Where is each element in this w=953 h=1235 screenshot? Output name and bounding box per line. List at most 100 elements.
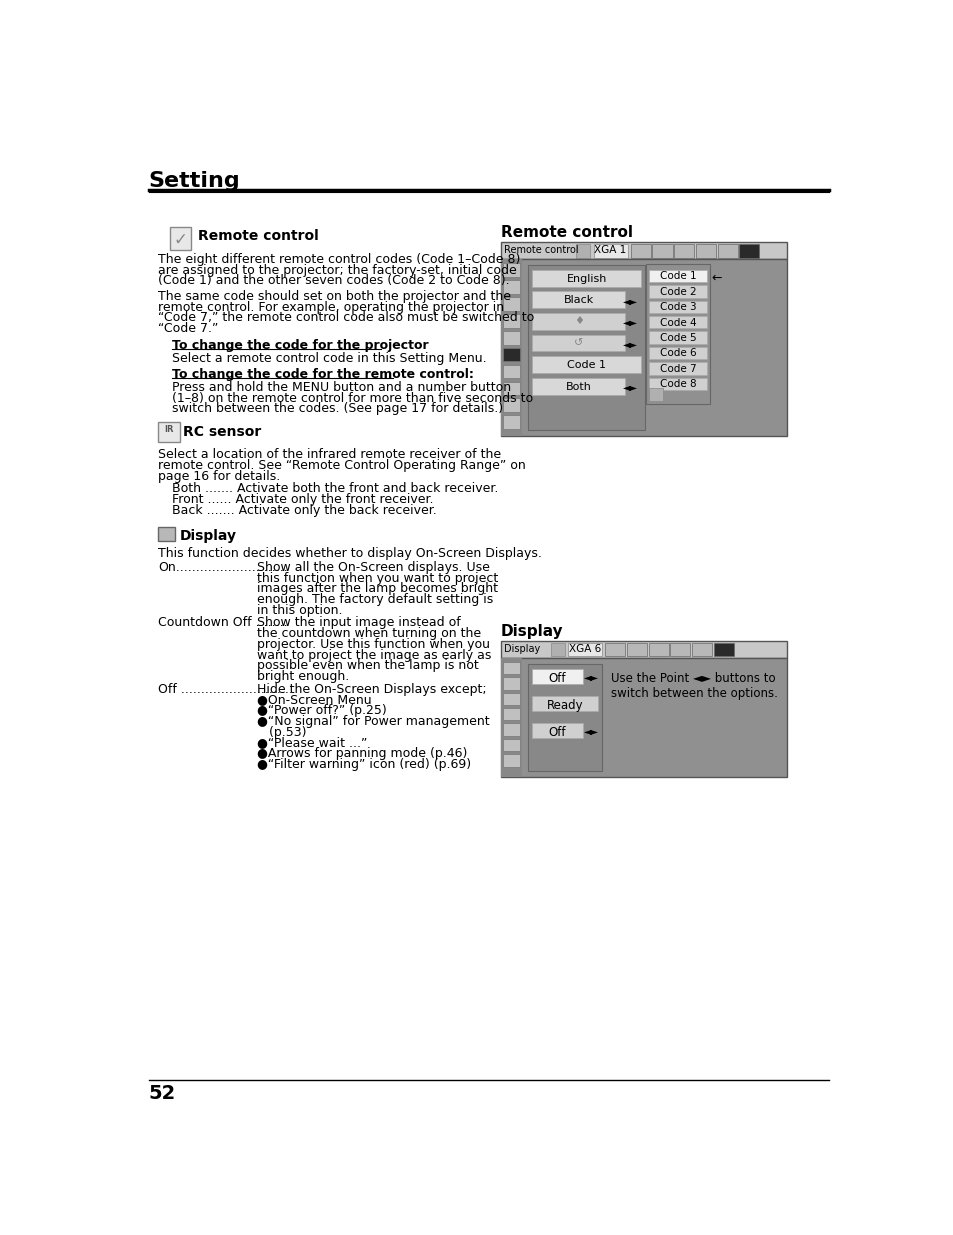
Bar	[532, 695, 598, 711]
Text: remote control. See “Remote Control Operating Range” on: remote control. See “Remote Control Oper…	[158, 459, 525, 472]
Text: Code 3: Code 3	[659, 303, 696, 312]
Text: ◄►: ◄►	[583, 673, 598, 683]
Bar	[158, 422, 179, 442]
Bar	[674, 243, 694, 258]
Text: in this option.: in this option.	[257, 604, 342, 618]
Text: Ready: Ready	[546, 699, 582, 711]
Text: Remote control: Remote control	[198, 228, 318, 243]
Text: Code 1: Code 1	[566, 359, 605, 370]
Bar	[502, 662, 519, 674]
Bar	[567, 642, 601, 656]
Text: ←: ←	[711, 272, 721, 284]
Bar	[528, 266, 644, 430]
Text: Select a location of the infrared remote receiver of the: Select a location of the infrared remote…	[158, 448, 500, 462]
Bar	[532, 668, 582, 684]
Text: projector. Use this function when you: projector. Use this function when you	[257, 638, 490, 651]
Text: Code 1: Code 1	[659, 272, 696, 282]
Text: are assigned to the projector; the factory-set, initial code: are assigned to the projector; the facto…	[158, 264, 517, 277]
Text: Show the input image instead of: Show the input image instead of	[257, 616, 460, 630]
Bar	[500, 242, 786, 259]
Text: ◄►: ◄►	[622, 317, 638, 327]
Text: Display: Display	[500, 624, 562, 638]
Bar	[502, 415, 519, 430]
Text: ●On-Screen Menu: ●On-Screen Menu	[257, 693, 372, 706]
Bar	[695, 243, 716, 258]
Bar	[500, 641, 786, 658]
Bar	[739, 243, 759, 258]
Text: Select a remote control code in this Setting Menu.: Select a remote control code in this Set…	[172, 352, 486, 366]
Text: possible even when the lamp is not: possible even when the lamp is not	[257, 659, 478, 673]
Bar	[502, 399, 519, 412]
Text: “Code 7,” the remote control code also must be switched to: “Code 7,” the remote control code also m…	[158, 311, 534, 325]
Bar	[550, 642, 564, 656]
Bar	[649, 285, 706, 298]
Bar	[500, 658, 786, 777]
Bar	[502, 739, 519, 751]
Text: Hide the On-Screen Displays except;: Hide the On-Screen Displays except;	[257, 683, 486, 695]
Text: Countdown Off ........: Countdown Off ........	[158, 616, 287, 630]
Text: Use the Point ◄► buttons to
switch between the options.: Use the Point ◄► buttons to switch betwe…	[611, 672, 778, 700]
Bar	[502, 331, 519, 345]
Text: “Code 7.”: “Code 7.”	[158, 322, 218, 335]
Text: ♦: ♦	[573, 316, 583, 326]
Bar	[500, 259, 521, 436]
Bar	[532, 356, 640, 373]
Bar	[502, 755, 519, 767]
Bar	[648, 642, 668, 656]
Text: ◄►: ◄►	[622, 296, 638, 306]
Bar	[652, 243, 672, 258]
Bar	[649, 347, 706, 359]
Text: XGA 1: XGA 1	[594, 246, 626, 256]
Bar	[649, 378, 706, 390]
Text: (Code 1) and the other seven codes (Code 2 to Code 8).: (Code 1) and the other seven codes (Code…	[158, 274, 509, 288]
Bar	[502, 263, 519, 277]
Bar	[532, 270, 640, 287]
Text: ●“Power off?” (p.25): ●“Power off?” (p.25)	[257, 704, 387, 718]
Bar	[502, 724, 519, 736]
Bar	[649, 300, 706, 312]
Text: remote control. For example, operating the projector in: remote control. For example, operating t…	[158, 300, 503, 314]
Text: To change the code for the projector: To change the code for the projector	[172, 340, 428, 352]
Text: IR: IR	[164, 425, 173, 433]
Bar	[713, 642, 733, 656]
Text: RC sensor: RC sensor	[183, 425, 261, 440]
Text: The same code should set on both the projector and the: The same code should set on both the pro…	[158, 290, 511, 303]
Text: Remote control: Remote control	[500, 225, 632, 240]
Bar	[532, 291, 624, 309]
Text: ●Arrows for panning mode (p.46): ●Arrows for panning mode (p.46)	[257, 747, 467, 761]
Text: Code 4: Code 4	[659, 317, 696, 327]
Bar	[576, 243, 590, 258]
Bar	[502, 296, 519, 311]
Bar	[649, 316, 706, 329]
Text: Back ....... Activate only the back receiver.: Back ....... Activate only the back rece…	[172, 504, 436, 517]
Text: XGA 6: XGA 6	[568, 645, 600, 655]
Text: ●“Please wait ...”: ●“Please wait ...”	[257, 736, 367, 750]
Bar	[649, 389, 662, 401]
Text: this function when you want to project: this function when you want to project	[257, 572, 497, 584]
Text: Black: Black	[563, 295, 594, 305]
Text: the countdown when turning on the: the countdown when turning on the	[257, 627, 481, 640]
Bar	[717, 243, 737, 258]
Text: Both ....... Activate both the front and back receiver.: Both ....... Activate both the front and…	[172, 483, 497, 495]
Text: (p.53): (p.53)	[257, 726, 306, 739]
Text: switch between the codes. (See page 17 for details.): switch between the codes. (See page 17 f…	[172, 403, 502, 415]
Text: Off ............................: Off ............................	[158, 683, 293, 695]
Text: ●“Filter warning” icon (red) (p.69): ●“Filter warning” icon (red) (p.69)	[257, 758, 471, 771]
Text: want to project the image as early as: want to project the image as early as	[257, 648, 491, 662]
Bar	[532, 312, 624, 330]
Text: bright enough.: bright enough.	[257, 671, 349, 683]
Text: Setting: Setting	[149, 172, 240, 191]
Bar	[502, 314, 519, 327]
Bar	[528, 664, 601, 771]
Bar	[649, 270, 706, 282]
Text: The eight different remote control codes (Code 1–Code 8): The eight different remote control codes…	[158, 253, 519, 266]
Bar	[691, 642, 711, 656]
Text: Off: Off	[548, 672, 565, 684]
Bar	[500, 658, 521, 777]
Bar	[502, 677, 519, 689]
Bar	[670, 642, 690, 656]
Text: 52: 52	[149, 1084, 175, 1103]
Text: Remote control: Remote control	[504, 246, 578, 256]
Bar	[502, 708, 519, 720]
Text: ✓: ✓	[173, 231, 187, 248]
